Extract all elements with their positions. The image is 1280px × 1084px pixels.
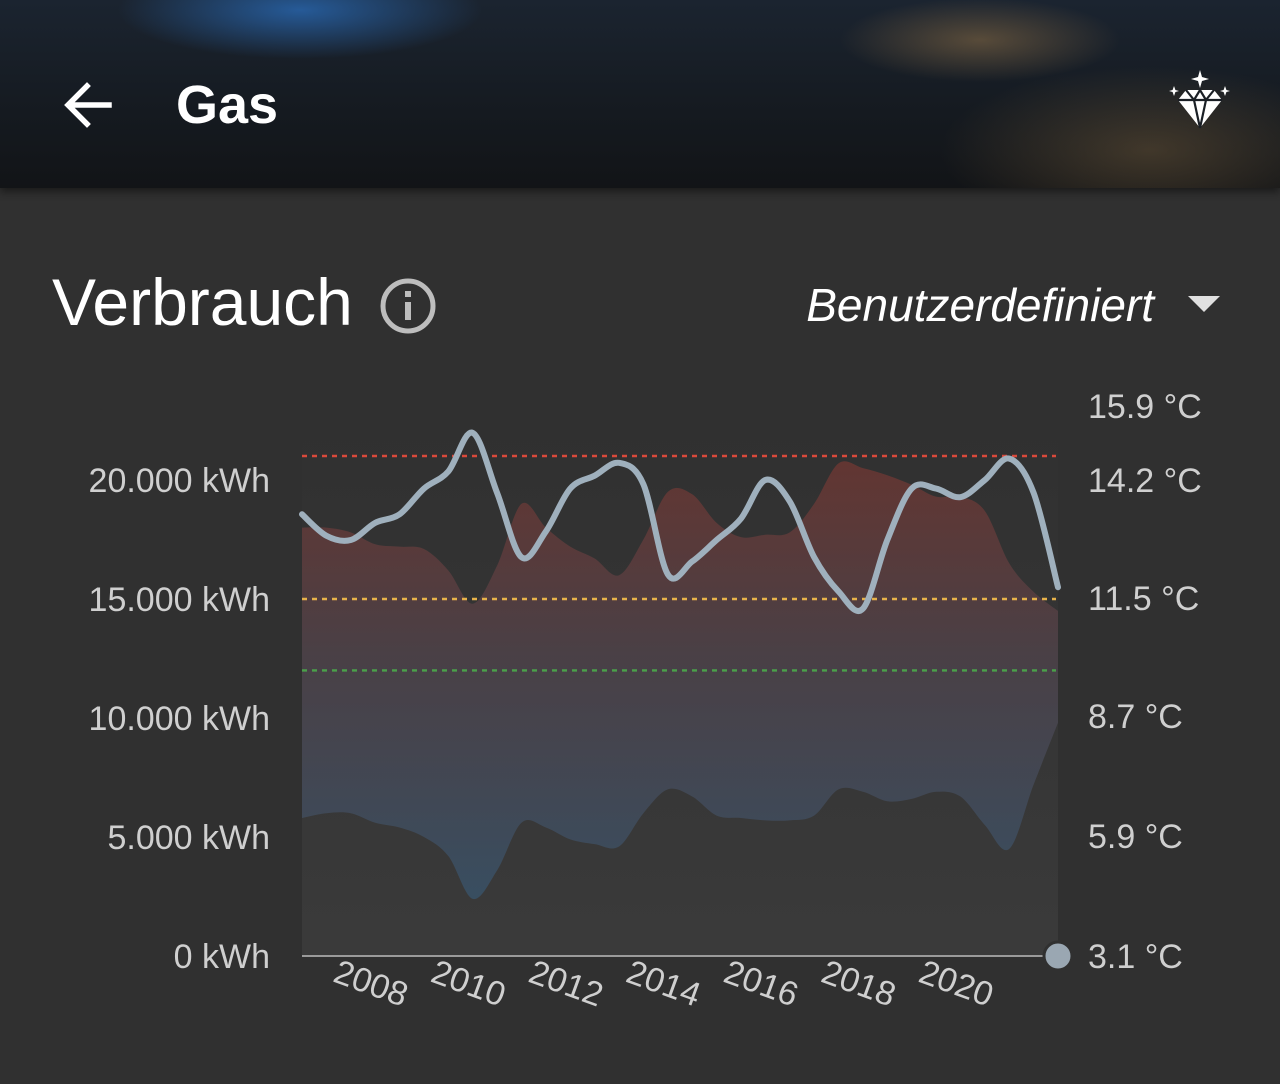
info-circle-icon: [380, 278, 436, 334]
diamond-sparkle-icon: [1169, 70, 1230, 129]
y-right-tick-label: 5.9 °C: [1088, 818, 1183, 856]
info-button[interactable]: [376, 274, 440, 338]
x-tick-label: 2010: [426, 953, 510, 1015]
caret-down-icon: [1188, 296, 1220, 312]
y-left-tick-label: 20.000 kWh: [89, 462, 270, 500]
y-left-tick-label: 0 kWh: [174, 938, 270, 976]
x-tick-label: 2008: [329, 953, 413, 1015]
y-right-tick-label: 8.7 °C: [1088, 698, 1183, 736]
period-label: Benutzerdefiniert: [806, 279, 1154, 331]
section-title: Verbrauch: [52, 265, 353, 339]
x-tick-label: 2016: [719, 953, 803, 1015]
temperature-line: [299, 429, 1061, 614]
y-left-tick-label: 5.000 kWh: [107, 819, 270, 857]
y-right-tick-label: 15.9 °C: [1088, 388, 1202, 426]
y-left-tick-label: 15.000 kWh: [89, 581, 270, 619]
x-tick-label: 2018: [817, 953, 901, 1015]
y-right-tick-label: 3.1 °C: [1088, 938, 1183, 976]
app-bar: Gas: [0, 0, 1280, 188]
y-right-tick-label: 14.2 °C: [1088, 462, 1202, 500]
consumption-chart: 20.000 kWh 15.000 kWh 10.000 kWh 5.000 kWh 0…: [89, 388, 1202, 1015]
arrow-left-icon: [64, 82, 112, 128]
premium-button[interactable]: [1160, 62, 1240, 142]
x-tick-label: 2014: [622, 953, 706, 1015]
y-left-tick-label: 10.000 kWh: [89, 700, 270, 738]
page-title: Gas: [176, 75, 279, 135]
chart-cursor-dot: [1042, 940, 1074, 972]
x-tick-label: 2020: [914, 953, 998, 1015]
y-right-tick-label: 11.5 °C: [1088, 580, 1199, 618]
consumption-area: [302, 461, 1058, 900]
back-button[interactable]: [52, 70, 122, 140]
x-tick-label: 2012: [524, 953, 608, 1015]
period-dropdown[interactable]: Benutzerdefiniert: [806, 270, 1220, 340]
